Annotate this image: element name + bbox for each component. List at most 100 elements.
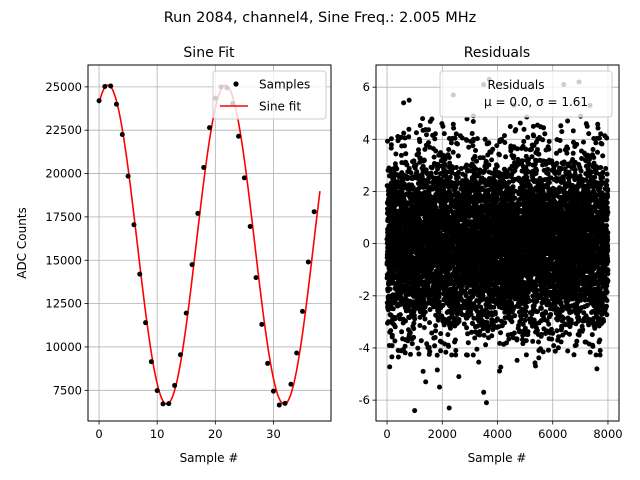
- sine-fit-ytick-label: 22500: [45, 123, 82, 137]
- residual-point: [512, 313, 518, 319]
- legend-samples-label: Samples: [259, 78, 310, 92]
- residual-point: [406, 126, 412, 132]
- residual-point: [453, 165, 459, 170]
- sine-fit-line-layer: [98, 84, 321, 405]
- residual-point: [472, 154, 478, 160]
- residual-point: [420, 368, 426, 374]
- sample-point: [311, 209, 317, 215]
- residual-point: [447, 325, 453, 331]
- residual-point: [433, 328, 439, 334]
- residual-point: [489, 157, 495, 163]
- residual-point: [411, 326, 417, 332]
- residuals-title: Residuals: [464, 45, 530, 61]
- sine-fit-axes-frame: [87, 64, 332, 422]
- sine-fit-grid: [88, 65, 331, 421]
- residual-point: [502, 320, 508, 326]
- residual-point: [401, 196, 407, 202]
- residual-point: [432, 136, 438, 142]
- residual-point: [416, 150, 422, 156]
- residual-point: [489, 333, 495, 339]
- residual-point: [451, 125, 457, 131]
- sine-fit-legend: Samples Sine fit: [212, 70, 327, 120]
- residual-point: [496, 152, 502, 158]
- sine-fit-ytick-label: 20000: [45, 167, 82, 181]
- residual-point: [512, 195, 518, 201]
- sample-point: [172, 382, 178, 388]
- residual-point: [474, 158, 479, 164]
- sample-point: [148, 359, 154, 365]
- residual-point: [407, 330, 413, 335]
- sample-point: [276, 402, 282, 408]
- residual-point: [470, 352, 476, 358]
- residual-point: [470, 119, 476, 124]
- residual-point: [415, 345, 421, 351]
- residual-point: [412, 316, 418, 322]
- residual-point: [388, 312, 394, 318]
- sine-fit-ytick-label: 15000: [45, 253, 82, 267]
- sample-point: [119, 132, 125, 138]
- residual-point: [511, 330, 517, 336]
- residual-point: [429, 330, 435, 336]
- residual-point: [417, 155, 423, 161]
- sample-point: [183, 310, 189, 316]
- residual-point: [481, 332, 487, 338]
- residual-point: [409, 341, 415, 347]
- residual-point: [385, 138, 390, 144]
- residual-point: [413, 130, 419, 136]
- residual-point: [388, 328, 394, 334]
- residual-point: [414, 169, 420, 175]
- legend-samples-marker: [233, 81, 239, 87]
- residual-point: [425, 179, 431, 185]
- sample-point: [143, 320, 149, 326]
- residual-point: [435, 317, 441, 323]
- residual-point: [456, 318, 462, 324]
- sample-point: [96, 98, 102, 104]
- residual-point: [391, 175, 397, 181]
- residual-point: [433, 148, 439, 154]
- residual-point: [420, 116, 426, 122]
- residual-point: [421, 157, 427, 163]
- sample-point: [177, 352, 183, 358]
- sine-fit-title: Sine Fit: [183, 45, 235, 61]
- residual-point: [494, 163, 500, 169]
- residual-point: [438, 331, 444, 337]
- sine-fit-samples-layer: [96, 83, 317, 408]
- residual-point: [443, 349, 449, 355]
- residual-point: [423, 167, 429, 173]
- sample-point: [270, 388, 276, 394]
- residual-point: [389, 354, 395, 360]
- residual-point: [419, 174, 425, 180]
- residual-point: [392, 338, 398, 344]
- residual-point: [410, 185, 416, 190]
- residual-point: [511, 153, 517, 159]
- sample-point: [113, 101, 119, 107]
- residual-point: [464, 352, 470, 358]
- residual-point: [432, 335, 438, 340]
- residual-point: [411, 334, 417, 340]
- residual-point: [431, 154, 437, 160]
- residual-point: [469, 131, 475, 136]
- sine-fit-ytick-label: 10000: [45, 340, 82, 354]
- sine-fit-panel: Sine Fit 0 10 20 30750010000125001500017500…: [15, 45, 332, 465]
- residual-point: [509, 319, 515, 325]
- sine-fit-ytick-label: 17500: [45, 210, 82, 224]
- residual-point: [470, 143, 476, 149]
- residual-point: [421, 325, 427, 331]
- residual-point: [386, 319, 391, 325]
- residual-point: [448, 140, 454, 146]
- residual-point: [425, 280, 431, 286]
- residual-point: [388, 142, 394, 148]
- sample-point: [259, 321, 265, 327]
- sample-point: [253, 275, 259, 281]
- sine-fit-curve: [98, 84, 321, 405]
- residual-point: [503, 154, 509, 160]
- sample-point: [305, 259, 311, 265]
- sine-fit-xtick-label: 20: [208, 427, 223, 441]
- sample-point: [125, 173, 131, 179]
- figure-suptitle: Run 2084, channel4, Sine Freq.: 2.005 MH…: [164, 10, 477, 26]
- residual-point: [445, 332, 451, 338]
- residual-point: [395, 354, 401, 360]
- residual-point: [513, 127, 519, 133]
- residual-point: [426, 344, 432, 350]
